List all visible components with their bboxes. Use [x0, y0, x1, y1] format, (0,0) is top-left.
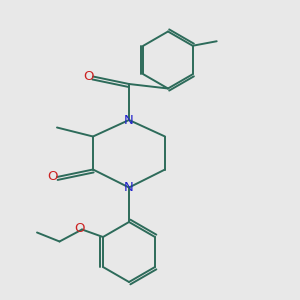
Text: O: O [74, 221, 84, 235]
Text: O: O [47, 170, 58, 184]
Text: N: N [124, 113, 134, 127]
Text: N: N [124, 181, 134, 194]
Text: O: O [83, 70, 94, 83]
